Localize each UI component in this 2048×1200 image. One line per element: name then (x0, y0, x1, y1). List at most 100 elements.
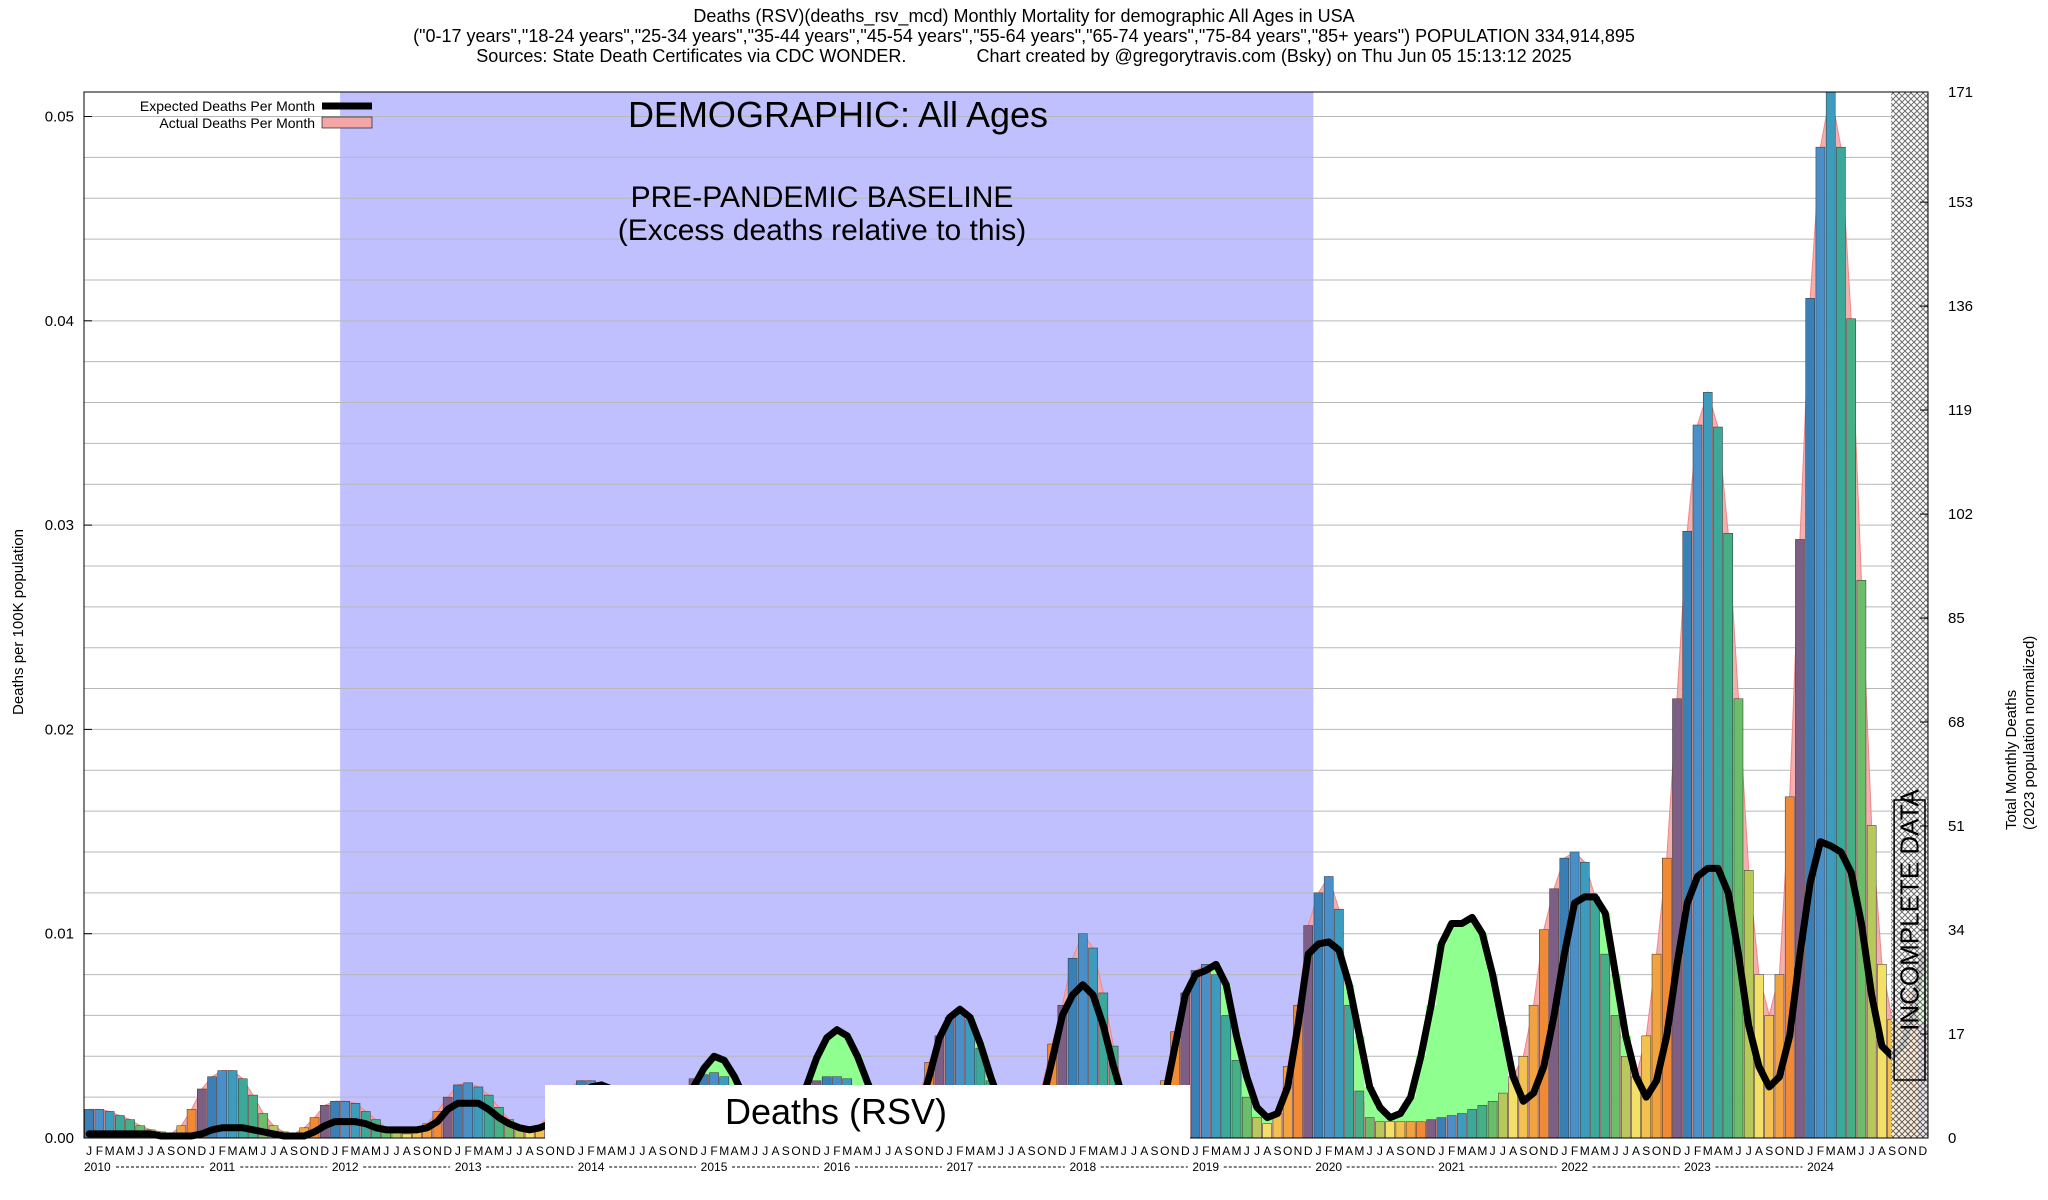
month-tick-label: N (556, 1144, 565, 1158)
month-tick-label: N (433, 1144, 442, 1158)
month-tick-label: J (1561, 1144, 1567, 1158)
month-tick-label: M (350, 1144, 360, 1158)
month-tick-label: S (782, 1144, 790, 1158)
left-tick-label: 0.05 (45, 109, 74, 126)
baseline-shade (340, 92, 1314, 1138)
month-tick-label: M (617, 1144, 627, 1158)
month-tick-label: F (1694, 1144, 1701, 1158)
month-tick-label: J (824, 1144, 830, 1158)
month-tick-label: J (752, 1144, 758, 1158)
bar-2019-5 (1231, 1060, 1242, 1139)
bar-2022-7 (1621, 1056, 1631, 1139)
month-tick-label: J (516, 1144, 522, 1158)
legend: Expected Deaths Per Month Actual Deaths … (140, 98, 373, 131)
month-tick-label: J (1070, 1144, 1076, 1158)
left-tick-label: 0.01 (45, 926, 74, 943)
month-tick-label: F (956, 1144, 963, 1158)
month-tick-label: A (1468, 1144, 1476, 1158)
bar-2020-10 (1405, 1121, 1416, 1139)
month-tick-label: J (1254, 1144, 1260, 1158)
bar-2023-12 (1795, 539, 1805, 1139)
month-tick-label: N (1785, 1144, 1794, 1158)
bar-2019-7 (1252, 1117, 1262, 1139)
incomplete-data-label: INCOMPLETE DATA (1895, 788, 1925, 1030)
month-tick-label: A (157, 1144, 165, 1158)
month-tick-label: J (1315, 1144, 1321, 1158)
month-tick-label: D (320, 1144, 329, 1158)
month-tick-label: M (1211, 1144, 1221, 1158)
month-tick-label: M (105, 1144, 115, 1158)
month-tick-label: J (1623, 1144, 1629, 1158)
month-tick-label: F (96, 1144, 103, 1158)
month-tick-label: J (762, 1144, 768, 1158)
bar-2024-5 (1846, 318, 1856, 1139)
legend-actual-label: Actual Deaths Per Month (159, 115, 315, 131)
bar-2020-11 (1416, 1121, 1426, 1139)
month-tick-label: S (1642, 1144, 1650, 1158)
month-tick-label: J (1244, 1144, 1250, 1158)
month-tick-label: M (596, 1144, 606, 1158)
month-tick-label: S (1151, 1144, 1159, 1158)
month-tick-label: A (853, 1144, 861, 1158)
month-tick-label: A (1509, 1144, 1517, 1158)
month-tick-label: D (1427, 1144, 1436, 1158)
bar-2019-6 (1241, 1096, 1252, 1139)
chart-sources: Sources: State Death Certificates via CD… (476, 46, 1572, 66)
bar-2022-12 (1672, 698, 1682, 1139)
month-tick-label: S (536, 1144, 544, 1158)
month-tick-label: D (566, 1144, 575, 1158)
month-tick-label: J (1746, 1144, 1752, 1158)
bar-2019-1 (1190, 970, 1201, 1139)
month-tick-label: J (639, 1144, 645, 1158)
month-tick-label: N (679, 1144, 688, 1158)
month-tick-label: A (1017, 1144, 1025, 1158)
month-tick-label: N (1662, 1144, 1671, 1158)
month-tick-label: D (1550, 1144, 1559, 1158)
right-tick-label: 51 (1948, 818, 1965, 835)
month-tick-label: S (1519, 1144, 1527, 1158)
month-tick-label: A (1837, 1144, 1845, 1158)
month-tick-label: A (1632, 1144, 1640, 1158)
bar-2021-2 (1446, 1115, 1457, 1139)
bar-2020-6 (1364, 1117, 1375, 1139)
bar-2023-4 (1713, 426, 1723, 1139)
month-tick-label: J (506, 1144, 512, 1158)
month-tick-label: O (1775, 1144, 1784, 1158)
bar-2023-1 (1682, 530, 1693, 1139)
bar-2020-8 (1385, 1121, 1395, 1139)
month-tick-label: J (1490, 1144, 1496, 1158)
year-tick-label: 2014 (578, 1160, 605, 1174)
year-tick-label: 2018 (1069, 1160, 1096, 1174)
month-tick-label: J (209, 1144, 215, 1158)
year-tick-label: 2017 (947, 1160, 974, 1174)
bar-2022-2 (1569, 851, 1580, 1139)
month-tick-label: N (1171, 1144, 1180, 1158)
month-tick-label: A (731, 1144, 739, 1158)
month-tick-label: M (1232, 1144, 1242, 1158)
month-tick-label: A (526, 1144, 534, 1158)
bar-2024-1 (1805, 298, 1815, 1139)
x-axis-year-ticks: 2010 2011 2012 2013 2014 2015 2016 2017 2018 2019… (84, 1160, 1834, 1174)
month-tick-label: J (1193, 1144, 1199, 1158)
bar-2013-3 (473, 1086, 484, 1139)
left-tick-label: 0.03 (45, 517, 74, 534)
year-tick-label: 2024 (1807, 1160, 1834, 1174)
month-tick-label: A (116, 1144, 124, 1158)
right-tick-label: 34 (1948, 922, 1965, 939)
month-tick-label: J (885, 1144, 891, 1158)
month-tick-label: O (300, 1144, 309, 1158)
month-tick-label: M (863, 1144, 873, 1158)
month-tick-label: S (1888, 1144, 1896, 1158)
month-tick-label: A (1345, 1144, 1353, 1158)
month-tick-label: O (791, 1144, 800, 1158)
month-tick-label: S (1396, 1144, 1404, 1158)
month-tick-label: M (740, 1144, 750, 1158)
month-tick-label: M (1477, 1144, 1487, 1158)
incomplete-data-region: INCOMPLETE DATA (1891, 92, 1928, 1138)
month-tick-label: A (403, 1144, 411, 1158)
month-tick-label: M (1334, 1144, 1344, 1158)
left-tick-label: 0.00 (45, 1130, 74, 1147)
left-tick-label: 0.04 (45, 313, 74, 330)
bar-2019-3 (1211, 974, 1221, 1139)
month-tick-label: A (608, 1144, 616, 1158)
